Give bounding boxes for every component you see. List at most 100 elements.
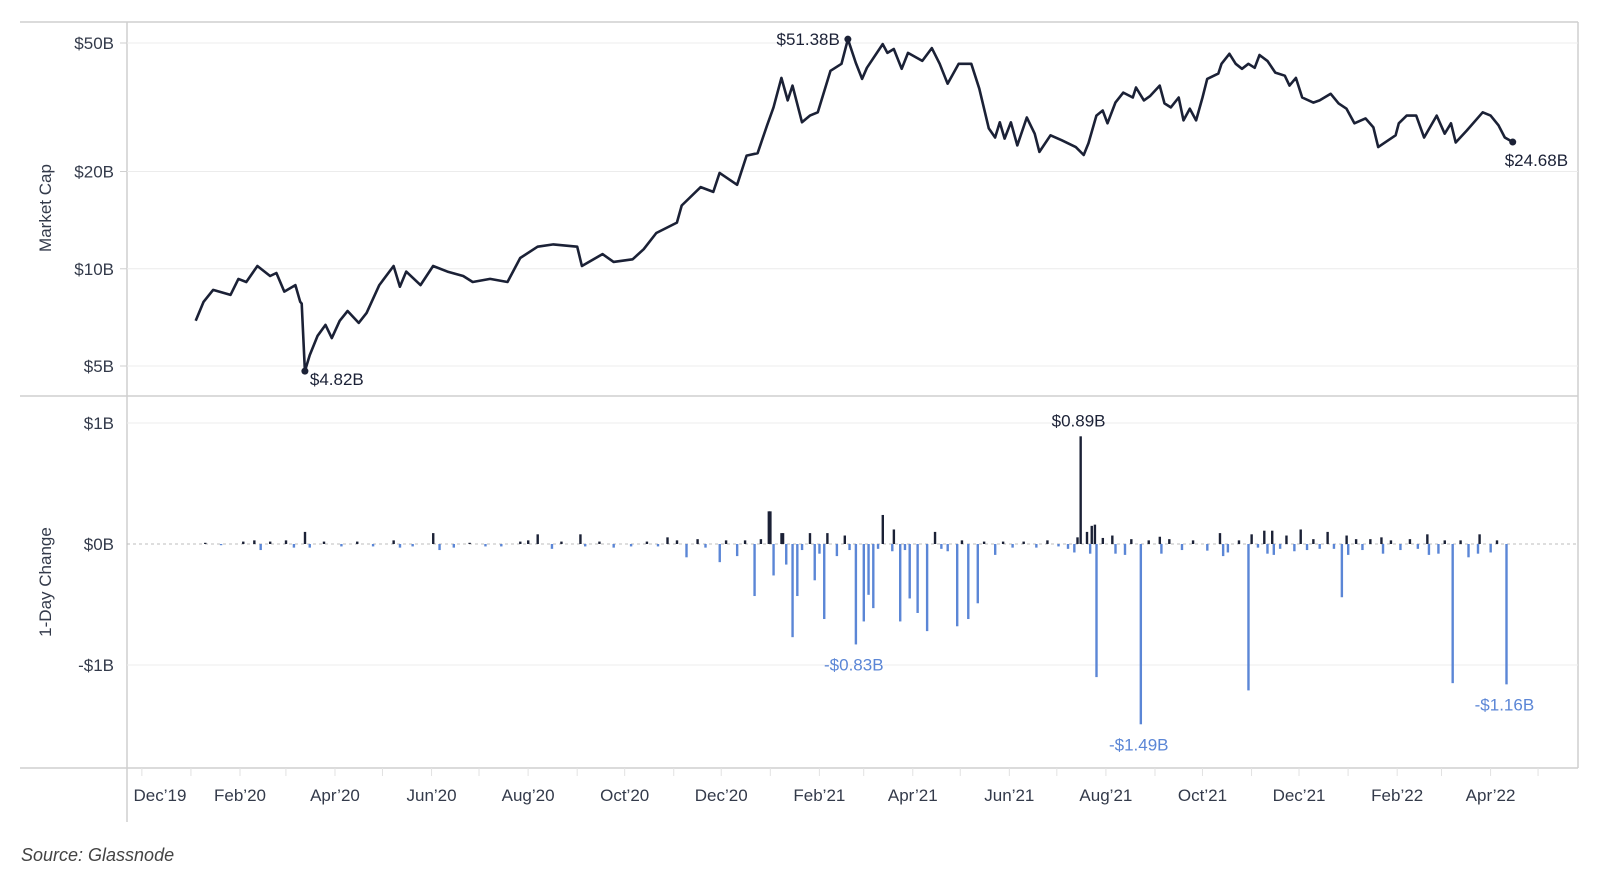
bar-negative — [835, 544, 839, 557]
bar-negative — [704, 544, 707, 548]
bar-negative — [800, 544, 804, 551]
x-tick-label: Dec’21 — [1273, 786, 1326, 805]
bar-negative — [1095, 544, 1098, 678]
bar-negative — [484, 544, 487, 547]
bar-negative — [1467, 544, 1470, 558]
x-tick-label: Oct’21 — [1178, 786, 1227, 805]
bar-negative — [612, 544, 615, 548]
bar-positive — [1218, 533, 1222, 544]
bar-negative — [899, 544, 902, 622]
bar-negative — [1272, 544, 1275, 555]
bar-negative — [1180, 544, 1184, 551]
bar-negative — [500, 544, 503, 547]
bar-positive — [1478, 534, 1481, 544]
bar-negative — [1206, 544, 1209, 551]
bar-negative — [452, 544, 456, 548]
bar-positive — [1085, 531, 1089, 544]
bar-negative — [398, 544, 402, 548]
bar-negative — [1318, 544, 1321, 549]
bar-positive — [1285, 535, 1288, 544]
bar-negative — [1114, 544, 1117, 554]
bar-positive — [1408, 539, 1412, 544]
bar-positive — [392, 540, 395, 544]
bar-negative — [656, 544, 660, 547]
bar-negative — [583, 544, 587, 547]
bar-negative — [993, 544, 997, 555]
bar-positive — [826, 533, 829, 544]
bar-negative — [735, 544, 739, 557]
bar-positive — [933, 531, 937, 544]
bar-negative — [308, 544, 311, 548]
x-tick-label: Apr’20 — [310, 786, 360, 805]
bar-negative — [925, 544, 929, 632]
bar-positive — [1147, 540, 1150, 544]
bar-positive — [743, 540, 747, 544]
bar-positive — [1191, 540, 1195, 544]
bar-negative — [411, 544, 414, 547]
bar-positive — [1090, 525, 1093, 544]
bar-positive — [666, 537, 669, 544]
bar-positive — [960, 540, 964, 544]
bar-positive — [759, 539, 763, 544]
bar-positive — [253, 540, 256, 544]
bar-negative — [940, 544, 943, 549]
bar-positive — [1101, 537, 1105, 544]
bar-positive — [1168, 539, 1171, 544]
bar-negative — [848, 544, 851, 551]
x-tick-label: Aug’21 — [1079, 786, 1132, 805]
bar-negative — [550, 544, 554, 549]
y-tick-label-market-cap: $5B — [84, 357, 114, 376]
bar-positive — [268, 541, 272, 544]
bar-positive — [1354, 539, 1358, 544]
bar-negative — [629, 544, 633, 547]
bar-positive — [1022, 541, 1025, 544]
x-tick-label: Jun’21 — [984, 786, 1034, 805]
bar-negative — [292, 544, 296, 548]
bar-negative — [867, 544, 870, 595]
bar-negative — [862, 544, 866, 622]
annotation-dot-last — [1509, 138, 1517, 146]
gridlines — [120, 42, 1578, 666]
bar-negative — [1293, 544, 1296, 552]
bar-positive — [1046, 540, 1049, 544]
change-bars — [204, 436, 1508, 725]
bar-positive — [1237, 540, 1241, 544]
bar-positive — [982, 541, 986, 544]
bar-positive — [356, 541, 359, 544]
bar-negative — [1489, 544, 1492, 553]
bar-negative — [1416, 544, 1420, 549]
bar-negative — [1305, 544, 1309, 551]
x-tick-label: Apr’21 — [888, 786, 938, 805]
bar-negative — [1361, 544, 1364, 551]
bar-negative — [1221, 544, 1225, 557]
bar-negative — [1139, 544, 1143, 725]
bar-positive — [843, 535, 847, 544]
bar-negative — [1347, 544, 1350, 555]
bar-negative — [1437, 544, 1440, 554]
bar-positive — [769, 511, 772, 544]
bar-negative — [976, 544, 979, 604]
bar-negative — [340, 544, 343, 547]
x-tick-label: Feb’22 — [1371, 786, 1423, 805]
bar-positive — [1271, 530, 1274, 544]
bar-positive — [536, 534, 539, 544]
x-tick-label: Feb’20 — [214, 786, 266, 805]
bar-negative — [1332, 544, 1336, 549]
bar-positive — [780, 533, 783, 544]
bar-positive — [808, 533, 812, 544]
bar-negative — [1476, 544, 1480, 554]
bar-negative — [1057, 544, 1060, 547]
bar-positive — [892, 529, 896, 544]
bar-negative — [1011, 544, 1014, 548]
x-tick-label: Aug’20 — [502, 786, 555, 805]
bar-negative — [718, 544, 721, 563]
bar-negative — [916, 544, 919, 613]
bar-negative — [1123, 544, 1127, 555]
chart-frame — [20, 21, 1579, 822]
annotation-label-max: $51.38B — [777, 30, 840, 49]
y-tick-label-change: -$1B — [78, 656, 114, 675]
bar-negative — [955, 544, 959, 627]
bar-positive — [1426, 534, 1429, 544]
bar-negative — [1066, 544, 1070, 549]
bar-positive — [645, 541, 649, 544]
